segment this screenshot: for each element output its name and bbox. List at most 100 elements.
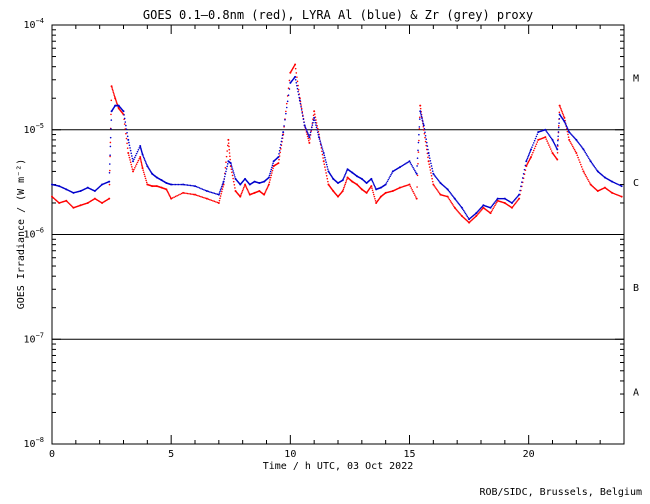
- data-point-interp: [301, 112, 304, 114]
- data-point-interp: [344, 183, 346, 186]
- data-point-interp: [207, 198, 210, 200]
- y-tick-label: 10−8: [24, 436, 44, 450]
- data-point-interp: [136, 150, 139, 153]
- data-point-interp: [532, 149, 535, 152]
- data-point-interp: [532, 142, 535, 144]
- data-point-interp: [109, 141, 112, 144]
- data-point: [308, 141, 311, 144]
- data-point-interp: [272, 162, 274, 165]
- data-point-interp: [296, 80, 299, 83]
- data-point-interp: [221, 188, 224, 190]
- data-point-interp: [343, 176, 345, 179]
- data-point-interp: [372, 181, 374, 184]
- data-point-interp: [457, 211, 460, 213]
- data-point-interp: [312, 119, 315, 122]
- data-point-interp: [480, 209, 483, 211]
- data-point-interp: [311, 124, 314, 126]
- data-point-interp: [321, 146, 323, 148]
- data-point-interp: [414, 171, 417, 174]
- data-point-interp: [524, 164, 527, 167]
- data-point-interp: [241, 191, 243, 193]
- data-point-interp: [204, 197, 207, 199]
- data-point-interp: [316, 125, 318, 127]
- data-point-interp: [142, 155, 144, 157]
- data-point-interp: [281, 134, 284, 136]
- data-point-interp: [322, 150, 324, 152]
- data-point-interp: [113, 94, 116, 97]
- data-point-interp: [417, 162, 419, 165]
- data-point-interp: [209, 191, 211, 193]
- data-point-interp: [430, 165, 433, 167]
- data-point-interp: [220, 187, 223, 189]
- data-point-interp: [109, 155, 111, 158]
- data-point-interp: [218, 199, 221, 202]
- data-point-interp: [527, 154, 530, 157]
- data-point-interp: [177, 183, 180, 186]
- data-point-interp: [576, 140, 579, 142]
- data-point-interp: [145, 162, 147, 164]
- data-point-interp: [411, 165, 413, 167]
- data-point-interp: [516, 195, 519, 198]
- data-point-interp: [315, 122, 318, 124]
- data-point-interp: [270, 174, 273, 177]
- data-point: [530, 155, 533, 158]
- data-point-interp: [547, 142, 549, 144]
- data-point-interp: [225, 168, 228, 170]
- data-point-interp: [296, 76, 298, 78]
- data-point-interp: [113, 95, 116, 98]
- data-point-interp: [546, 140, 548, 142]
- data-point-interp: [437, 178, 439, 181]
- data-point-interp: [424, 140, 427, 143]
- data-point-interp: [448, 190, 451, 193]
- data-point-interp: [583, 172, 586, 174]
- data-point-interp: [418, 133, 420, 136]
- data-point-interp: [306, 135, 309, 138]
- data-point-interp: [449, 192, 452, 194]
- data-point-interp: [515, 201, 518, 203]
- data-point-interp: [302, 115, 304, 117]
- data-point-interp: [413, 168, 415, 170]
- data-point: [132, 170, 135, 173]
- data-point-interp: [298, 96, 301, 99]
- data-point-interp: [391, 172, 393, 174]
- data-point-interp: [286, 100, 289, 103]
- data-point-interp: [419, 112, 422, 114]
- data-point-interp: [512, 205, 514, 208]
- data-point-interp: [128, 154, 130, 157]
- data-point-interp: [526, 157, 529, 160]
- data-point: [322, 151, 325, 154]
- data-point-interp: [269, 172, 271, 175]
- data-point: [544, 136, 547, 139]
- data-point: [556, 158, 559, 161]
- data-point-interp: [109, 154, 111, 157]
- data-point: [620, 195, 623, 198]
- data-point-interp: [563, 115, 565, 118]
- data-point-interp: [529, 150, 532, 152]
- data-point-interp: [592, 164, 595, 166]
- data-point-interp: [616, 183, 618, 185]
- data-point: [582, 170, 585, 173]
- data-point-interp: [296, 84, 298, 87]
- data-point-interp: [593, 165, 596, 168]
- data-point-interp: [414, 196, 417, 198]
- y-tick-label: 10−7: [24, 331, 44, 345]
- data-point-interp: [325, 163, 328, 166]
- data-point-interp: [414, 169, 416, 172]
- data-point-interp: [424, 134, 427, 137]
- data-point-interp: [263, 192, 266, 195]
- data-point-interp: [230, 164, 233, 166]
- data-point-interp: [135, 152, 138, 155]
- data-point-interp: [220, 192, 223, 195]
- data-point-interp: [420, 115, 423, 118]
- data-point-interp: [427, 148, 429, 151]
- data-point-interp: [456, 201, 459, 203]
- data-point: [341, 179, 344, 182]
- data-point: [217, 201, 220, 204]
- data-point: [298, 99, 301, 102]
- x-tick-label: 0: [49, 449, 55, 460]
- data-point-interp: [145, 163, 148, 166]
- data-point-interp: [514, 198, 517, 200]
- data-point-interp: [125, 137, 128, 140]
- data-point-interp: [550, 150, 553, 152]
- data-point-interp: [431, 170, 434, 172]
